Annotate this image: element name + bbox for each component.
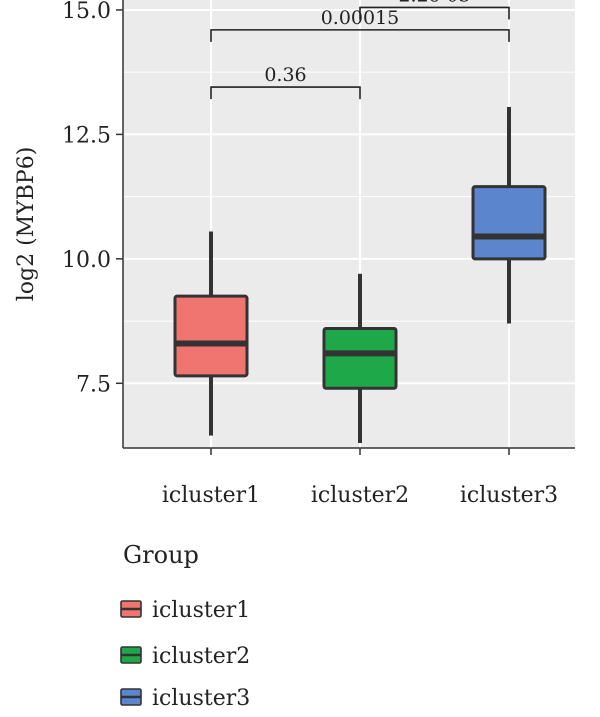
axes: 7.5 10.0 12.5 15.0 icluster1 icluster2 icluste… [62, 0, 575, 508]
box-icluster2 [322, 273, 398, 444]
legend-label: icluster2 [152, 644, 250, 669]
x-tick-label: icluster3 [460, 483, 558, 508]
bracket-line [359, 6, 510, 20]
y-tick-label: 15.0 [62, 0, 111, 24]
y-tick-label: 10.0 [62, 248, 111, 273]
legend-title: Group [123, 541, 199, 569]
legend-item-icluster3: icluster3 [120, 686, 250, 711]
y-axis-title: log2 (MYBP6) [14, 147, 39, 302]
p-value-label: 2.2e-05 [398, 0, 470, 6]
box-iqr [471, 185, 547, 261]
comparison-bracket: 2.2e-05 [359, 0, 510, 20]
legend-label: icluster1 [152, 598, 250, 623]
legend-item-icluster2: icluster2 [120, 644, 250, 669]
p-value-label: 0.36 [264, 64, 306, 86]
legend: Group icluster1 icluster2 icluster3 [120, 541, 250, 711]
y-tick-label: 12.5 [62, 123, 111, 148]
bracket-line [210, 29, 510, 42]
comparison-bracket: 0.36 [210, 64, 361, 100]
box-iqr [322, 327, 398, 390]
box-icluster1 [173, 231, 249, 436]
box-icluster3 [471, 107, 547, 324]
legend-label: icluster3 [152, 686, 250, 711]
y-tick-label: 7.5 [76, 372, 111, 397]
comparison-brackets: 0.360.000152.2e-05 [210, 0, 510, 100]
bracket-line [210, 86, 361, 100]
x-tick-label: icluster1 [162, 483, 260, 508]
box-iqr [173, 294, 249, 378]
x-tick-label: icluster2 [311, 483, 409, 508]
boxes [173, 107, 547, 444]
legend-item-icluster1: icluster1 [120, 598, 250, 623]
